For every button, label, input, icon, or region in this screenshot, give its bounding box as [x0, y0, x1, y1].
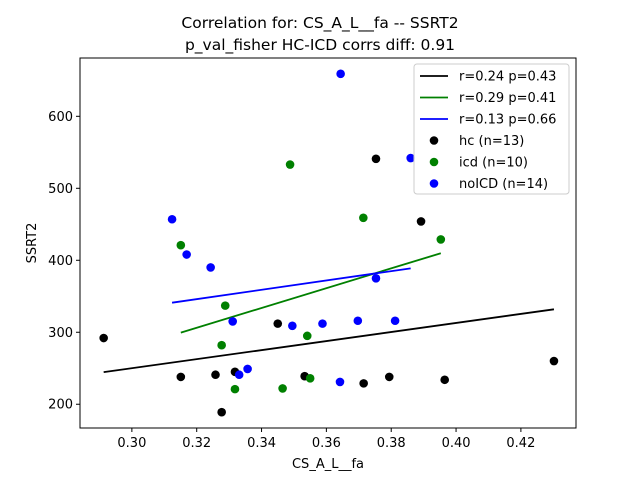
data-point: [206, 263, 215, 272]
data-point: [390, 316, 400, 326]
data-point: [217, 340, 226, 350]
x-axis-label: CS_A_L__fa: [292, 457, 364, 472]
legend-label: hc (n=13): [459, 134, 524, 149]
x-tick-label: 0.34: [247, 436, 276, 451]
chart-title-line-2: p_val_fisher HC-ICD corrs diff: 0.91: [185, 36, 455, 55]
plot-frame: [79, 57, 577, 429]
data-point: [217, 407, 226, 417]
data-point: [371, 154, 381, 164]
data-point: [228, 317, 237, 326]
data-point: [359, 379, 368, 388]
legend-label: r=0.13 p=0.66: [459, 113, 556, 128]
data-point: [302, 331, 312, 341]
legend-marker-swatch: [429, 136, 439, 145]
data-point: [176, 240, 186, 250]
x-tick-label: 0.36: [312, 436, 341, 451]
data-point: [230, 384, 240, 394]
x-tick-label: 0.30: [117, 436, 146, 451]
data-point: [359, 213, 368, 223]
y-axis-label: SSRT2: [25, 223, 40, 264]
data-point: [416, 217, 426, 226]
fit-line-3: [171, 267, 411, 304]
data-point: [220, 301, 230, 310]
data-point: [336, 69, 345, 79]
data-point: [436, 235, 446, 244]
data-point: [273, 319, 283, 328]
x-tick-label: 0.38: [377, 436, 406, 451]
data-point: [211, 370, 220, 380]
legend-label: noICD (n=14): [459, 177, 548, 192]
data-point: [549, 356, 559, 366]
legend-label: r=0.24 p=0.43: [459, 70, 556, 85]
y-tick-label: 400: [48, 254, 73, 269]
y-tick-label: 300: [48, 326, 73, 341]
data-point: [167, 214, 177, 224]
x-tick-label: 0.42: [506, 436, 535, 451]
legend-frame: [413, 63, 570, 195]
legend: r=0.24 p=0.43 r=0.29 p=0.41 r=0.13 p=0.66 h…: [413, 63, 570, 195]
legend-marker-swatch: [429, 179, 439, 188]
legend-label: r=0.29 p=0.41: [459, 91, 556, 106]
data-point: [243, 364, 252, 374]
data-point: [318, 319, 327, 328]
data-point: [406, 153, 415, 163]
data-point: [440, 375, 450, 385]
data-point: [371, 273, 381, 283]
x-tick-label: 0.40: [442, 436, 471, 451]
x-axis: 0.30 0.32 0.34 0.36 0.38 0.40 0.42: [117, 428, 535, 451]
plot-marks: [99, 69, 559, 417]
data-point: [278, 384, 287, 393]
data-point: [384, 372, 394, 382]
data-point: [305, 374, 315, 383]
data-point: [99, 333, 108, 343]
data-point: [288, 321, 297, 331]
data-point: [182, 250, 191, 259]
fit-line-1: [103, 308, 555, 374]
data-point: [353, 316, 363, 326]
data-point: [335, 377, 345, 387]
legend-entries: r=0.24 p=0.43 r=0.29 p=0.41 r=0.13 p=0.66 h…: [420, 70, 556, 192]
chart-title-line-1: Correlation for: CS_A_L__fa -- SSRT2: [181, 14, 458, 33]
data-point: [234, 370, 244, 380]
fit-line-2: [180, 252, 442, 334]
y-axis: 200 300 400 500 600: [48, 110, 80, 413]
x-tick-label: 0.32: [182, 436, 211, 451]
data-point: [176, 372, 186, 382]
data-point: [285, 160, 295, 169]
y-tick-label: 200: [48, 398, 73, 413]
y-tick-label: 500: [48, 182, 73, 197]
y-tick-label: 600: [48, 110, 73, 125]
legend-label: icd (n=10): [459, 156, 528, 171]
legend-marker-swatch: [429, 157, 439, 167]
